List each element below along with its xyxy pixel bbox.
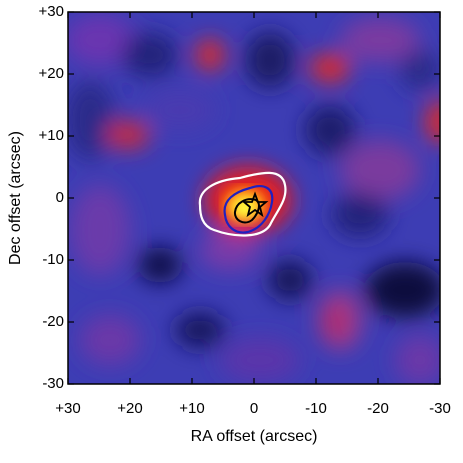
- x-tick-label: +20: [117, 400, 142, 417]
- y-tick-label: -30: [42, 375, 64, 392]
- y-tick-label: -10: [42, 251, 64, 268]
- contour: [223, 185, 274, 234]
- x-tick-label: -20: [367, 400, 389, 417]
- x-tick-label: +10: [179, 400, 204, 417]
- y-tick-label: +30: [39, 3, 64, 20]
- x-tick-label: -10: [305, 400, 327, 417]
- x-tick-label: 0: [250, 400, 258, 417]
- x-axis-label: RA offset (arcsec): [191, 428, 318, 445]
- contour: [198, 171, 287, 237]
- y-tick-label: +20: [39, 65, 64, 82]
- x-tick-label: +30: [55, 400, 80, 417]
- sky-map: [68, 12, 440, 384]
- source-star: [241, 191, 269, 218]
- y-tick-label: +10: [39, 127, 64, 144]
- y-axis-label: Dec offset (arcsec): [7, 131, 24, 265]
- y-tick-label: -20: [42, 313, 64, 330]
- x-tick-label: -30: [429, 400, 451, 417]
- y-tick-label: 0: [56, 189, 64, 206]
